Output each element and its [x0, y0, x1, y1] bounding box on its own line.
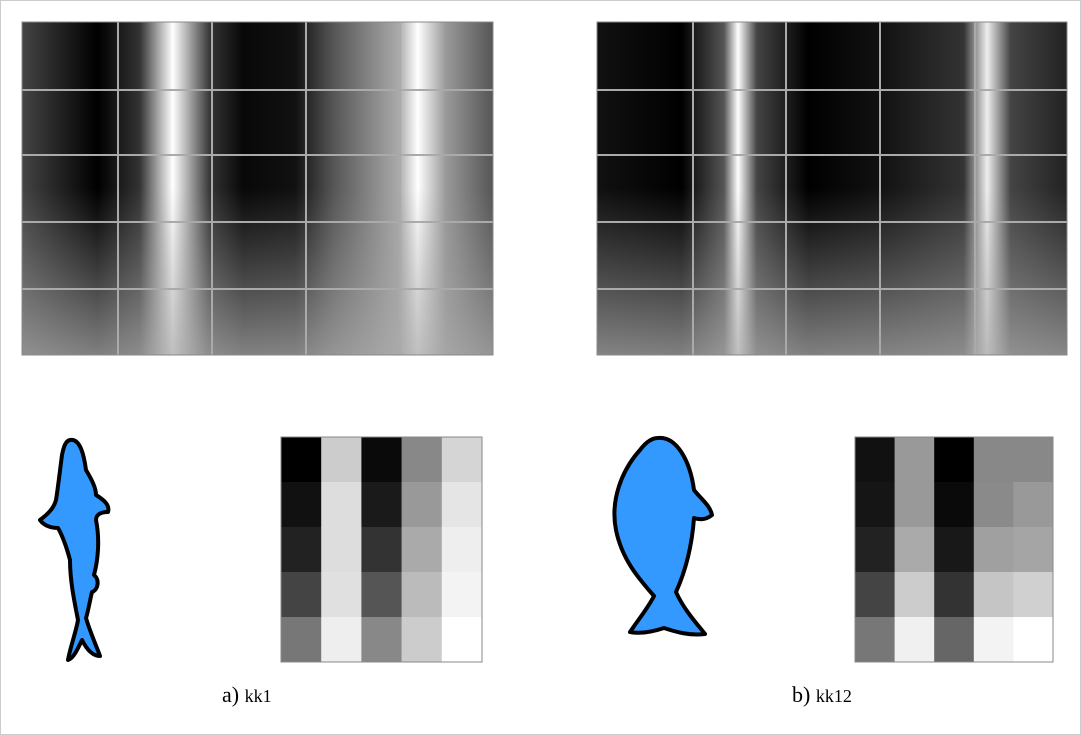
grid-cell	[321, 437, 362, 483]
caption-label: b)	[792, 682, 810, 707]
grid-cell	[361, 437, 403, 483]
grid-cell	[973, 437, 1014, 483]
grid-cell	[934, 527, 975, 573]
feature-grid-b	[854, 436, 1054, 663]
caption-a: a) kk1	[222, 682, 272, 707]
spectrogram-b	[596, 21, 1068, 356]
grid-cell	[281, 437, 322, 483]
grid-cell	[361, 527, 403, 573]
grid-cell	[441, 527, 483, 573]
grid-cell	[1013, 437, 1054, 483]
grid-cell	[1013, 527, 1054, 573]
grid-cell	[1013, 617, 1054, 663]
grid-cell	[855, 617, 896, 663]
grid-cell	[934, 617, 975, 663]
grid-cell	[855, 527, 896, 573]
caption-name: kk1	[245, 686, 272, 706]
grid-cell	[441, 572, 483, 618]
grid-cell	[934, 572, 975, 618]
grid-cell	[281, 482, 322, 528]
grid-cell	[1013, 482, 1054, 528]
grid-cell	[401, 572, 443, 618]
grid-cell	[321, 572, 362, 618]
caption-label: a)	[222, 682, 239, 707]
grid-cell	[281, 527, 322, 573]
grid-cell	[401, 617, 443, 663]
grid-cell	[894, 527, 935, 573]
grid-cell	[321, 482, 362, 528]
grid-cell	[361, 482, 403, 528]
spectrogram-a	[21, 21, 494, 356]
grid-cell	[894, 617, 935, 663]
grid-cell	[321, 617, 362, 663]
grid-cell	[401, 527, 443, 573]
feature-grid-a	[280, 436, 483, 663]
grid-cell	[281, 617, 322, 663]
grid-cell	[855, 482, 896, 528]
grid-cell	[401, 482, 443, 528]
fish-a	[38, 437, 111, 662]
grid-cell	[894, 482, 935, 528]
grid-cell	[361, 572, 403, 618]
grid-cell	[973, 617, 1014, 663]
grid-cell	[973, 527, 1014, 573]
grid-cell	[1013, 572, 1054, 618]
grid-cell	[281, 572, 322, 618]
grid-cell	[934, 482, 975, 528]
caption-name: kk12	[816, 686, 852, 706]
caption-b: b) kk12	[792, 682, 852, 707]
grid-border	[280, 436, 483, 663]
grid-cell	[441, 617, 483, 663]
grid-border	[854, 436, 1054, 663]
grid-cell	[855, 572, 896, 618]
grid-cell	[361, 617, 403, 663]
grid-cell	[894, 437, 935, 483]
grid-cell	[894, 572, 935, 618]
grid-cell	[934, 437, 975, 483]
grid-cell	[973, 482, 1014, 528]
grid-cell	[855, 437, 896, 483]
grid-cell	[441, 437, 483, 483]
grid-cell	[973, 572, 1014, 618]
grid-cell	[321, 527, 362, 573]
fish-b	[612, 435, 714, 637]
grid-cell	[401, 437, 443, 483]
grid-cell	[441, 482, 483, 528]
